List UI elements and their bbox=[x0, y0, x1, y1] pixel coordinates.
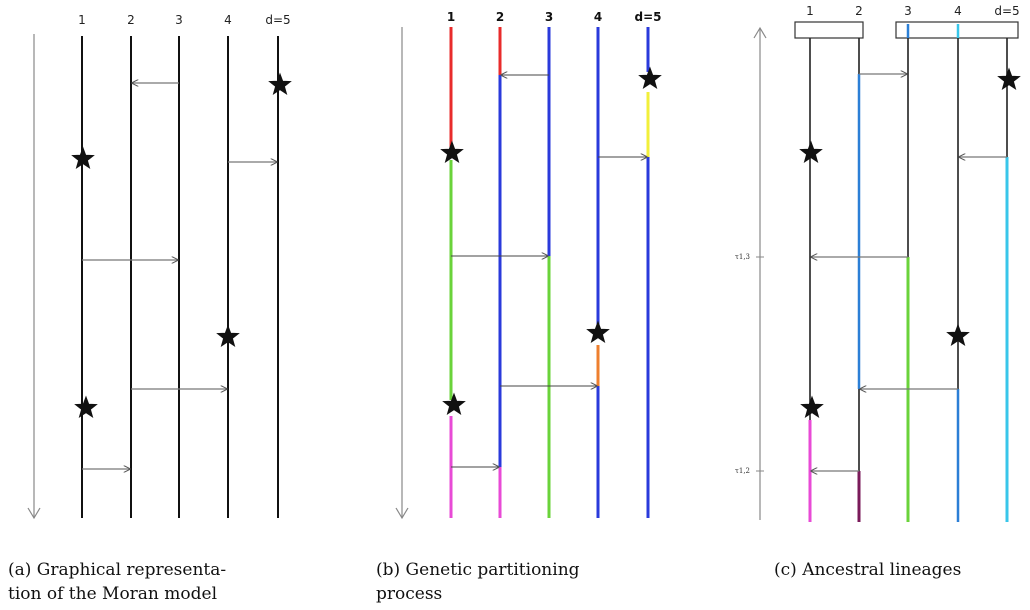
line-label: d=5 bbox=[994, 4, 1019, 18]
mutation-star-icon bbox=[586, 320, 610, 344]
mutation-star-icon bbox=[71, 146, 95, 170]
caption-a-line1: (a) Graphical representa- bbox=[8, 560, 227, 580]
caption-b-line2: process bbox=[376, 584, 443, 604]
mutation-star-icon bbox=[268, 72, 292, 96]
mutation-star-icon bbox=[946, 323, 970, 347]
sample-group-box bbox=[794, 21, 864, 39]
line-label: 2 bbox=[496, 10, 504, 24]
line-label: 3 bbox=[904, 4, 912, 18]
mutation-star-icon bbox=[800, 395, 824, 419]
caption-c: (c) Ancestral lineages bbox=[774, 558, 1024, 582]
time-label: τ1,3 bbox=[735, 253, 750, 261]
line-label: d=5 bbox=[265, 13, 290, 27]
time-axis-arrowhead bbox=[395, 507, 409, 520]
mutation-star-icon bbox=[997, 67, 1021, 91]
mutation-star-icon bbox=[799, 140, 823, 164]
line-label: 1 bbox=[78, 13, 86, 27]
line-label: 2 bbox=[855, 4, 863, 18]
line-label: 4 bbox=[594, 10, 602, 24]
panel-a: 1 2 3 4 d=5 bbox=[27, 13, 292, 520]
panel-c: τ1,3 τ1,2 1 2 3 4 d=5 bbox=[735, 4, 1021, 522]
caption-a: (a) Graphical representa- tion of the Mo… bbox=[8, 558, 308, 606]
line-label: 1 bbox=[447, 10, 455, 24]
line-label: d=5 bbox=[635, 10, 662, 24]
mutation-star-icon bbox=[440, 140, 464, 164]
line-label: 3 bbox=[545, 10, 553, 24]
mutation-star-icon bbox=[638, 66, 662, 90]
caption-a-line2: tion of the Moran model bbox=[8, 584, 218, 604]
line-label: 4 bbox=[954, 4, 962, 18]
line-label: 2 bbox=[127, 13, 135, 27]
time-label: τ1,2 bbox=[735, 467, 750, 475]
mutation-star-icon bbox=[442, 392, 466, 416]
time-axis-arrowhead bbox=[753, 26, 767, 39]
time-axis-arrowhead bbox=[27, 507, 41, 520]
line-label: 1 bbox=[806, 4, 814, 18]
mutation-star-icon bbox=[74, 395, 98, 419]
caption-c-line1: (c) Ancestral lineages bbox=[774, 560, 962, 580]
panel-b: 1 2 3 4 d=5 bbox=[395, 10, 662, 520]
caption-b-line1: (b) Genetic partitioning bbox=[376, 560, 580, 580]
caption-b: (b) Genetic partitioning process bbox=[376, 558, 676, 606]
line-label: 4 bbox=[224, 13, 232, 27]
mutation-star-icon bbox=[216, 324, 240, 348]
line-label: 3 bbox=[175, 13, 183, 27]
